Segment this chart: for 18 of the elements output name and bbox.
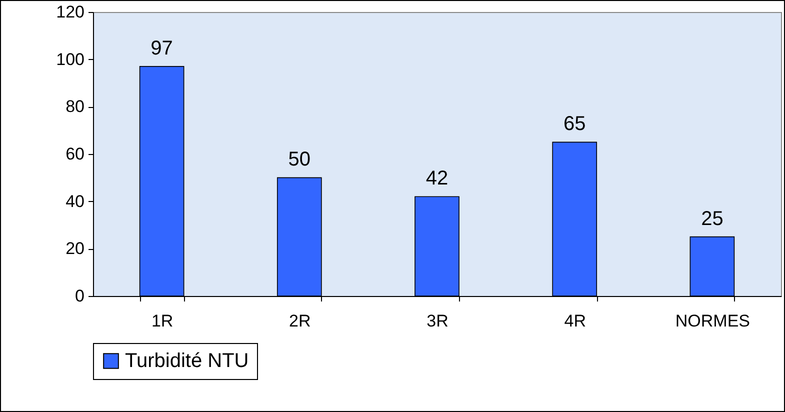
data-label: 25 <box>701 208 724 230</box>
y-tick-label: 0 <box>75 286 84 306</box>
y-tick-label: 80 <box>66 97 84 116</box>
data-label: 50 <box>288 148 311 171</box>
x-tick-label: 1R <box>151 312 174 330</box>
data-label: 42 <box>426 168 448 190</box>
legend-label: Turbidité NTU <box>125 350 249 372</box>
y-tick-label: 60 <box>66 144 84 164</box>
y-tick-label: 120 <box>56 2 84 22</box>
x-tick-label: NORMES <box>675 312 750 330</box>
x-tick-label: 3R <box>426 312 448 330</box>
y-tick-label: 40 <box>66 192 84 211</box>
y-tick-label: 20 <box>66 239 84 258</box>
x-tick-label: 2R <box>289 312 311 330</box>
y-tick-label: 100 <box>56 50 84 69</box>
data-label: 97 <box>150 37 173 60</box>
x-tick-label: 4R <box>564 312 586 330</box>
data-label: 65 <box>563 113 586 136</box>
